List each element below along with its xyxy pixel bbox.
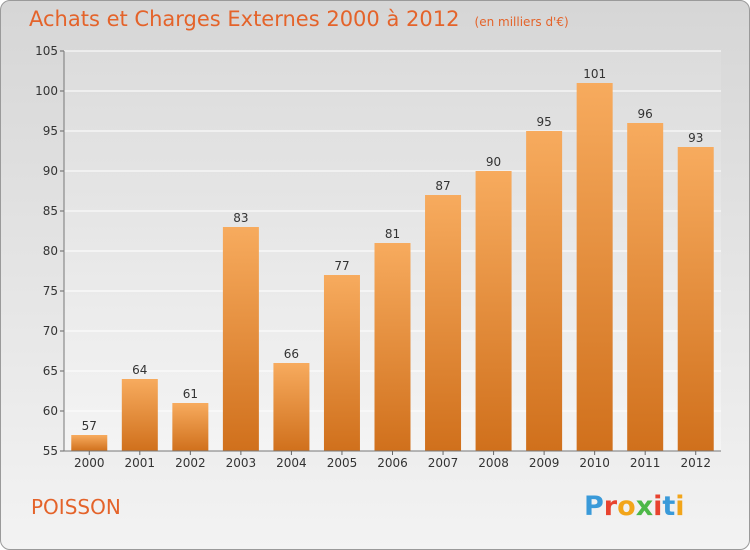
unit-note: (en milliers d'€) [474, 15, 569, 29]
x-tick-label: 2001 [125, 456, 156, 470]
y-tick-label: 60 [43, 404, 58, 418]
data-label: 81 [385, 227, 400, 241]
data-labels: 57 64 61 83 66 77 81 87 90 95 101 96 93 [82, 67, 704, 433]
logo-letter: i [653, 491, 663, 522]
x-tick-label: 2002 [175, 456, 206, 470]
y-tick-label: 55 [43, 444, 58, 458]
bars [71, 83, 714, 451]
bar [121, 379, 158, 451]
data-label: 83 [233, 211, 248, 225]
x-tick-label: 2012 [680, 456, 711, 470]
bar [475, 171, 512, 451]
proxiti-logo[interactable]: Proxiti [584, 491, 685, 522]
bar [576, 83, 613, 451]
y-tick-label: 85 [43, 204, 58, 218]
y-tick-label: 70 [43, 324, 58, 338]
logo-letter: t [662, 491, 676, 522]
data-label: 66 [284, 347, 299, 361]
y-tick-label: 80 [43, 244, 58, 258]
data-label: 93 [688, 131, 703, 145]
x-tick-label: 2004 [276, 456, 307, 470]
logo-letter: o [617, 491, 636, 522]
x-tick-label: 2011 [630, 456, 661, 470]
logo-letter: i [675, 491, 685, 522]
data-label: 61 [183, 387, 198, 401]
data-label: 96 [638, 107, 653, 121]
x-tick-label: 2009 [529, 456, 560, 470]
y-tick-label: 90 [43, 164, 58, 178]
bar [627, 123, 664, 451]
chart-title: Achats et Charges Externes 2000 à 2012 [29, 7, 460, 31]
y-tick-label: 105 [35, 44, 58, 58]
bar [526, 131, 563, 451]
x-tick-label: 2000 [74, 456, 105, 470]
commune-name: POISSON [31, 495, 121, 519]
data-label: 95 [536, 115, 551, 129]
y-tick-label: 75 [43, 284, 58, 298]
logo-letter: r [603, 491, 618, 522]
bar [222, 227, 259, 451]
bar [425, 195, 462, 451]
logo-letter: P [584, 491, 604, 522]
y-tick-label: 65 [43, 364, 58, 378]
title-row: Achats et Charges Externes 2000 à 2012 (… [29, 7, 569, 31]
data-label: 101 [583, 67, 606, 81]
x-tick-label: 2010 [579, 456, 610, 470]
logo-letter: x [635, 491, 654, 522]
bar [273, 363, 310, 451]
x-tick-label: 2005 [327, 456, 358, 470]
x-tick-label: 2003 [226, 456, 257, 470]
x-tick-label: 2007 [428, 456, 459, 470]
bar [677, 147, 714, 451]
bar [71, 435, 108, 451]
x-tick-label: 2006 [377, 456, 408, 470]
bar [374, 243, 411, 451]
data-label: 90 [486, 155, 501, 169]
data-label: 87 [435, 179, 450, 193]
bar [172, 403, 209, 451]
y-tick-label: 95 [43, 124, 58, 138]
axes: 55 60 65 70 75 80 85 90 95 100 105 2000 2001 2002 2003… [35, 44, 721, 470]
data-label: 64 [132, 363, 147, 377]
bar [323, 275, 360, 451]
y-tick-label: 100 [35, 84, 58, 98]
x-tick-label: 2008 [478, 456, 509, 470]
data-label: 77 [334, 259, 349, 273]
data-label: 57 [82, 419, 97, 433]
